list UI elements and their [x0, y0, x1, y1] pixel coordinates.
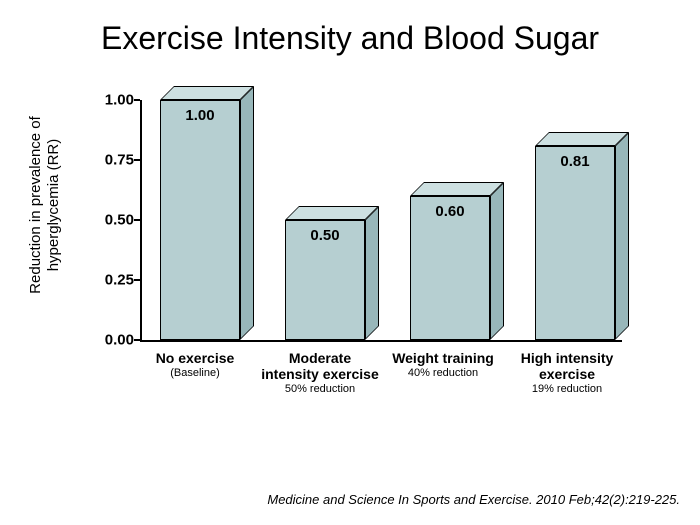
- bar: 0.60: [410, 182, 504, 340]
- bar: 0.50: [285, 206, 379, 340]
- bar-top-face: [410, 182, 504, 196]
- citation-text: Medicine and Science In Sports and Exerc…: [267, 492, 680, 507]
- category-main-label: Weight training: [388, 350, 498, 366]
- bar-front-face: [160, 100, 240, 340]
- category-label: Moderate intensity exercise50% reduction: [260, 350, 380, 396]
- slide: Exercise Intensity and Blood Sugar Reduc…: [0, 0, 700, 525]
- bar-chart: 0.000.250.500.751.00 1.000.500.600.81: [100, 100, 620, 345]
- bar-side-face: [615, 132, 629, 340]
- bar-top-face: [285, 206, 379, 220]
- category-main-label: High intensity exercise: [512, 350, 622, 382]
- category-sub-label: 50% reduction: [260, 383, 380, 396]
- category-sub-label: 19% reduction: [512, 383, 622, 396]
- page-title: Exercise Intensity and Blood Sugar: [0, 20, 700, 57]
- category-sub-label: 40% reduction: [388, 367, 498, 380]
- bar-value-label: 0.50: [285, 227, 365, 244]
- plot-area: 1.00 0.50 0.60 0.81: [140, 100, 620, 340]
- bar-side-face: [490, 182, 504, 340]
- bar-top-face: [535, 132, 629, 146]
- category-label: High intensity exercise19% reduction: [512, 350, 622, 396]
- bar-side-face: [365, 206, 379, 340]
- category-sub-label: (Baseline): [140, 367, 250, 380]
- bar: 1.00: [160, 86, 254, 340]
- y-axis-label: Reduction in prevalence of hyperglycemia…: [27, 75, 63, 335]
- category-label: No exercise(Baseline): [140, 350, 250, 380]
- bar-value-label: 1.00: [160, 107, 240, 124]
- bar-front-face: [535, 146, 615, 340]
- category-main-label: Moderate intensity exercise: [260, 350, 380, 382]
- category-main-label: No exercise: [140, 350, 250, 366]
- bar-value-label: 0.60: [410, 203, 490, 220]
- bar-side-face: [240, 86, 254, 340]
- x-axis-line: [140, 340, 622, 342]
- bar-top-face: [160, 86, 254, 100]
- bar-value-label: 0.81: [535, 153, 615, 170]
- category-label: Weight training40% reduction: [388, 350, 498, 380]
- bar: 0.81: [535, 132, 629, 340]
